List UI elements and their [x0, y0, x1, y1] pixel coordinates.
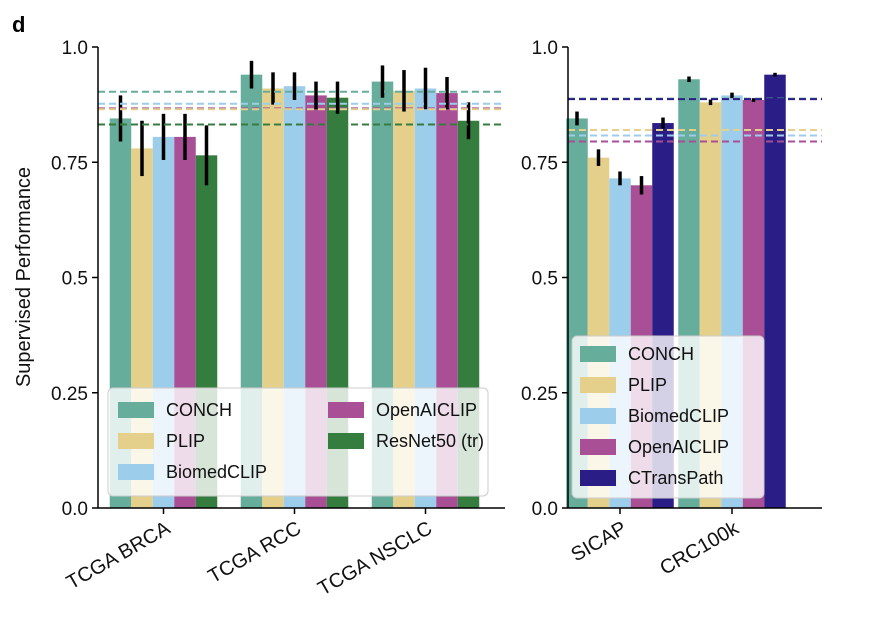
bar-ctranspath-crc100k: [764, 74, 786, 508]
legend-label-openaiclip: OpenAICLIP: [628, 437, 729, 457]
legend-swatch-conch: [580, 346, 616, 362]
y-axis-label: Supervised Performance: [13, 167, 35, 387]
y-tick-label: 0.25: [51, 384, 88, 405]
y-tick-label: 1.0: [62, 38, 88, 59]
legend: CONCH PLIP BiomedCLIP OpenAICLIP CTransPath: [571, 335, 765, 499]
legend-swatch-ctranspath: [580, 470, 616, 486]
legend-frame: [571, 335, 765, 499]
x-tick-label-tcga-nsclc: TCGA NSCLC: [314, 517, 436, 600]
x-tick-label-crc100k: CRC100k: [656, 517, 743, 580]
panel-letter: d: [12, 12, 25, 37]
y-tick-label: 0.5: [62, 269, 88, 290]
legend-label-biomedclip: BiomedCLIP: [166, 462, 267, 482]
legend-swatch-resnet50-tr: [328, 433, 364, 449]
y-tick-label: 0.75: [51, 153, 88, 174]
x-tick-label-sicap: SICAP: [568, 517, 631, 566]
legend-label-conch: CONCH: [166, 400, 232, 420]
y-tick-label: 0.5: [532, 269, 558, 290]
legend-label-biomedclip: BiomedCLIP: [628, 406, 729, 426]
legend-swatch-plip: [118, 433, 154, 449]
legend-label-plip: PLIP: [166, 431, 205, 451]
legend: CONCH OpenAICLIP PLIP ResNet50 (tr) BiomedCL…: [107, 387, 489, 497]
chart-panel-right: 0.0 0.25 0.5 0.75 1.0 SICAP CRC100k CONCH PLIP Bi…: [521, 38, 822, 580]
legend-swatch-openaiclip: [580, 439, 616, 455]
legend-label-ctranspath: CTransPath: [628, 468, 723, 488]
x-tick-label-tcga-brca: TCGA BRCA: [63, 517, 175, 594]
legend-swatch-biomedclip: [580, 408, 616, 424]
legend-swatch-conch: [118, 402, 154, 418]
legend-swatch-plip: [580, 377, 616, 393]
x-tick-label-tcga-rcc: TCGA RCC: [205, 517, 305, 588]
legend-label-resnet50-tr: ResNet50 (tr): [376, 431, 484, 451]
chart-panel-left: 0.0 0.25 0.5 0.75 1.0 TCGA BRCA TCGA RCC TCGA N…: [51, 38, 505, 600]
legend-swatch-openaiclip: [328, 402, 364, 418]
legend-label-conch: CONCH: [628, 344, 694, 364]
y-tick-label: 0.0: [532, 499, 558, 520]
y-tick-label: 1.0: [532, 38, 558, 59]
legend-swatch-biomedclip: [118, 464, 154, 480]
legend-frame: [107, 387, 489, 497]
y-tick-label: 0.75: [521, 153, 558, 174]
legend-label-openaiclip: OpenAICLIP: [376, 400, 477, 420]
y-tick-label: 0.0: [62, 499, 88, 520]
y-tick-label: 0.25: [521, 384, 558, 405]
legend-label-plip: PLIP: [628, 375, 667, 395]
